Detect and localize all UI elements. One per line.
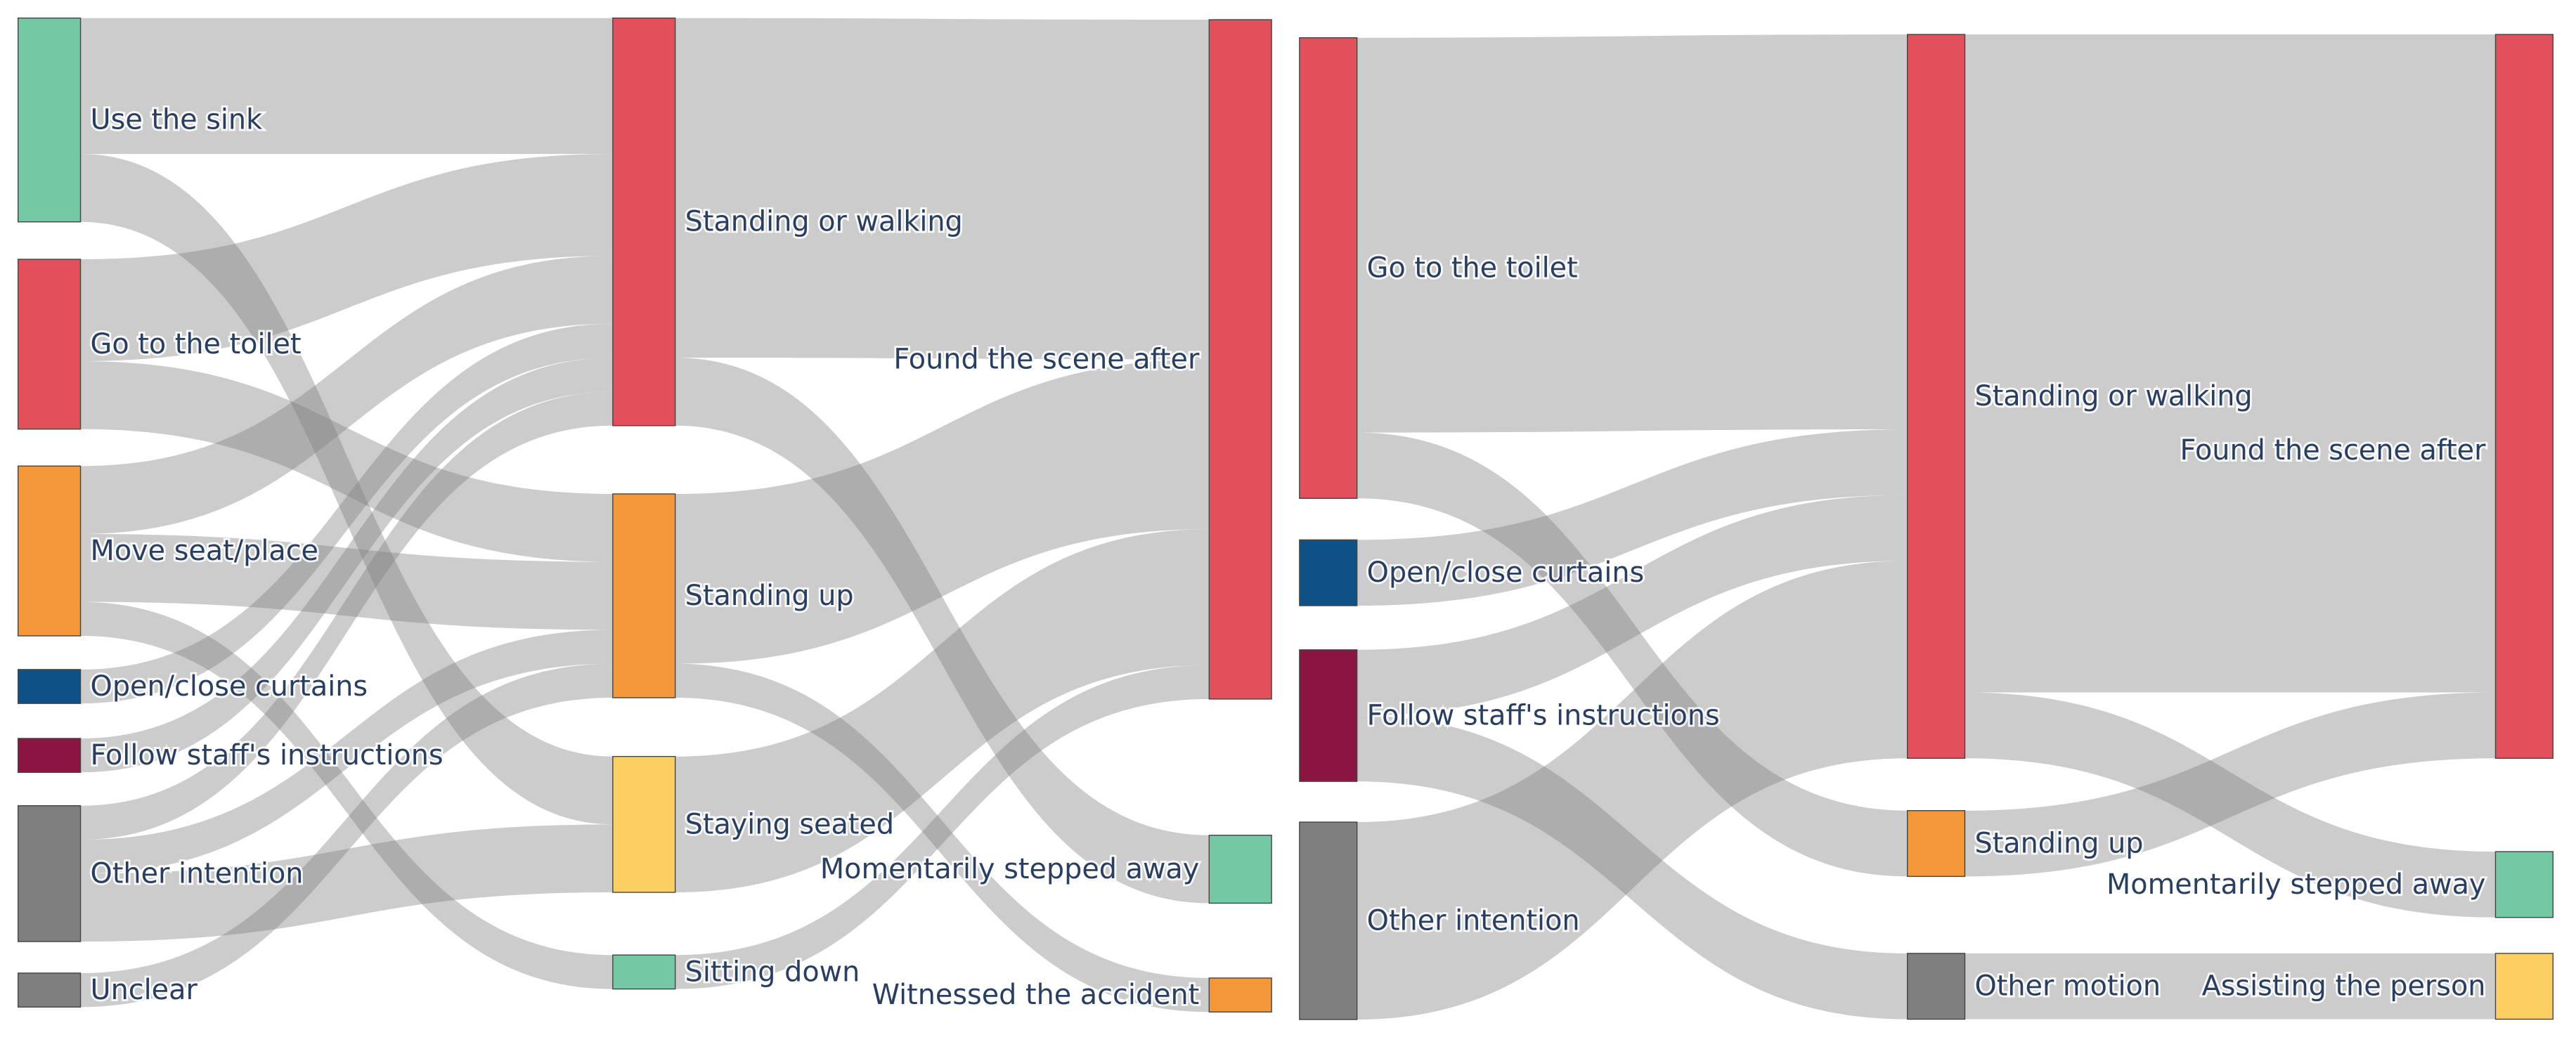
sankey-node-label: Assisting the person bbox=[2202, 970, 2486, 1003]
sankey-link[interactable] bbox=[80, 391, 613, 840]
sankey-node-label: Use the sink bbox=[91, 104, 263, 136]
sankey-link[interactable] bbox=[80, 601, 613, 989]
sankey-link[interactable] bbox=[675, 663, 1210, 1012]
sankey-node[interactable] bbox=[1299, 821, 1358, 1020]
sankey-node[interactable] bbox=[1208, 977, 1272, 1012]
sankey-node-label: Witnessed the accident bbox=[872, 979, 1200, 1011]
sankey-node[interactable] bbox=[1208, 835, 1272, 904]
sankey-node[interactable] bbox=[612, 493, 676, 698]
sankey-links bbox=[1357, 34, 2496, 1020]
sankey-node[interactable] bbox=[1906, 810, 1966, 878]
sankey-node-label: Follow staff's instructions bbox=[91, 739, 444, 771]
sankey-link[interactable] bbox=[1357, 495, 1908, 716]
sankey-node[interactable] bbox=[18, 972, 82, 1008]
sankey-node-label: Unclear bbox=[91, 974, 198, 1006]
sankey-link[interactable] bbox=[675, 529, 1210, 893]
sankey-node-label: Standing or walking bbox=[1975, 380, 2253, 412]
sankey-node[interactable] bbox=[18, 805, 82, 942]
sankey-node[interactable] bbox=[2494, 851, 2554, 918]
sankey-labels: Go to the toilet Open/close curtains Follo… bbox=[1365, 250, 2488, 1005]
sankey-link[interactable] bbox=[80, 663, 613, 1008]
sankey-node[interactable] bbox=[2494, 34, 2554, 759]
sankey-links bbox=[80, 18, 1210, 1012]
sankey-node[interactable] bbox=[612, 954, 676, 990]
sankey-link[interactable] bbox=[675, 359, 1210, 664]
sankey-node-label: Move seat/place bbox=[91, 535, 318, 567]
sankey-link[interactable] bbox=[80, 18, 613, 155]
sankey-nodes bbox=[18, 17, 1272, 1012]
sankey-node[interactable] bbox=[612, 17, 676, 426]
sankey-link[interactable] bbox=[1965, 692, 2496, 877]
sankey-link[interactable] bbox=[80, 154, 613, 825]
sankey-node-label: Open/close curtains bbox=[1367, 556, 1645, 589]
sankey-node[interactable] bbox=[18, 259, 82, 430]
sankey-link[interactable] bbox=[80, 824, 613, 942]
sankey-link[interactable] bbox=[80, 154, 613, 362]
sankey-node[interactable] bbox=[1208, 19, 1272, 700]
sankey-link[interactable] bbox=[80, 256, 613, 534]
sankey-link[interactable] bbox=[1357, 561, 1908, 1020]
sankey-node[interactable] bbox=[18, 465, 82, 637]
sankey-node[interactable] bbox=[1299, 37, 1358, 499]
sankey-diagram-right: Go to the toilet Open/close curtains Follo… bbox=[1299, 34, 2554, 1020]
sankey-node-label: Momentarily stepped away bbox=[820, 853, 1199, 885]
sankey-node-label: Found the scene after bbox=[893, 343, 1200, 375]
sankey-link[interactable] bbox=[80, 630, 613, 874]
sankey-node-label: Go to the toilet bbox=[1367, 252, 1578, 285]
sankey-node-label: Standing up bbox=[685, 580, 854, 612]
sankey-link[interactable] bbox=[1965, 34, 2496, 693]
sankey-link[interactable] bbox=[1357, 34, 1908, 433]
sankey-link[interactable] bbox=[1965, 692, 2496, 918]
sankey-link[interactable] bbox=[1357, 432, 1908, 877]
sankey-node[interactable] bbox=[1299, 649, 1358, 782]
sankey-link[interactable] bbox=[675, 665, 1210, 989]
sankey-node[interactable] bbox=[1906, 953, 1966, 1020]
sankey-node-label: Sitting down bbox=[685, 956, 860, 988]
sankey-node-label: Go to the toilet bbox=[91, 328, 302, 360]
sankey-node-label: Momentarily stepped away bbox=[2106, 868, 2485, 901]
sankey-node-label: Found the scene after bbox=[2180, 434, 2487, 467]
sankey-node[interactable] bbox=[18, 669, 82, 704]
sankey-node[interactable] bbox=[612, 755, 676, 893]
sankey-link[interactable] bbox=[1357, 715, 1908, 1020]
sankey-link[interactable] bbox=[80, 361, 613, 562]
sankey-nodes bbox=[1299, 34, 2554, 1020]
sankey-node[interactable] bbox=[1906, 34, 1966, 759]
sankey-link[interactable] bbox=[1965, 953, 2496, 1020]
sankey-node[interactable] bbox=[2494, 953, 2554, 1020]
sankey-node-label: Open/close curtains bbox=[91, 670, 368, 703]
sankey-node-label: Standing or walking bbox=[685, 206, 963, 238]
sankey-node-label: Other motion bbox=[1975, 970, 2161, 1003]
sankey-node[interactable] bbox=[18, 17, 82, 223]
sankey-node-label: Follow staff's instructions bbox=[1367, 699, 1720, 731]
sankey-link[interactable] bbox=[80, 323, 613, 704]
sankey-diagram-left: Use the sink Go to the toilet Move seat/pl… bbox=[18, 17, 1272, 1013]
sankey-link[interactable] bbox=[675, 358, 1210, 904]
sankey-node[interactable] bbox=[18, 738, 82, 773]
sankey-labels: Use the sink Go to the toilet Move seat/pl… bbox=[89, 102, 1202, 1013]
sankey-link[interactable] bbox=[80, 533, 613, 630]
sankey-node-label: Other intention bbox=[1367, 905, 1580, 937]
sankey-node-label: Other intention bbox=[91, 857, 304, 890]
sankey-node-label: Standing up bbox=[1975, 828, 2144, 860]
sankey-link[interactable] bbox=[1357, 429, 1908, 606]
sankey-node[interactable] bbox=[1299, 539, 1358, 606]
sankey-node-label: Staying seated bbox=[685, 808, 894, 840]
sankey-link[interactable] bbox=[675, 18, 1210, 360]
sankey-link[interactable] bbox=[80, 358, 613, 773]
